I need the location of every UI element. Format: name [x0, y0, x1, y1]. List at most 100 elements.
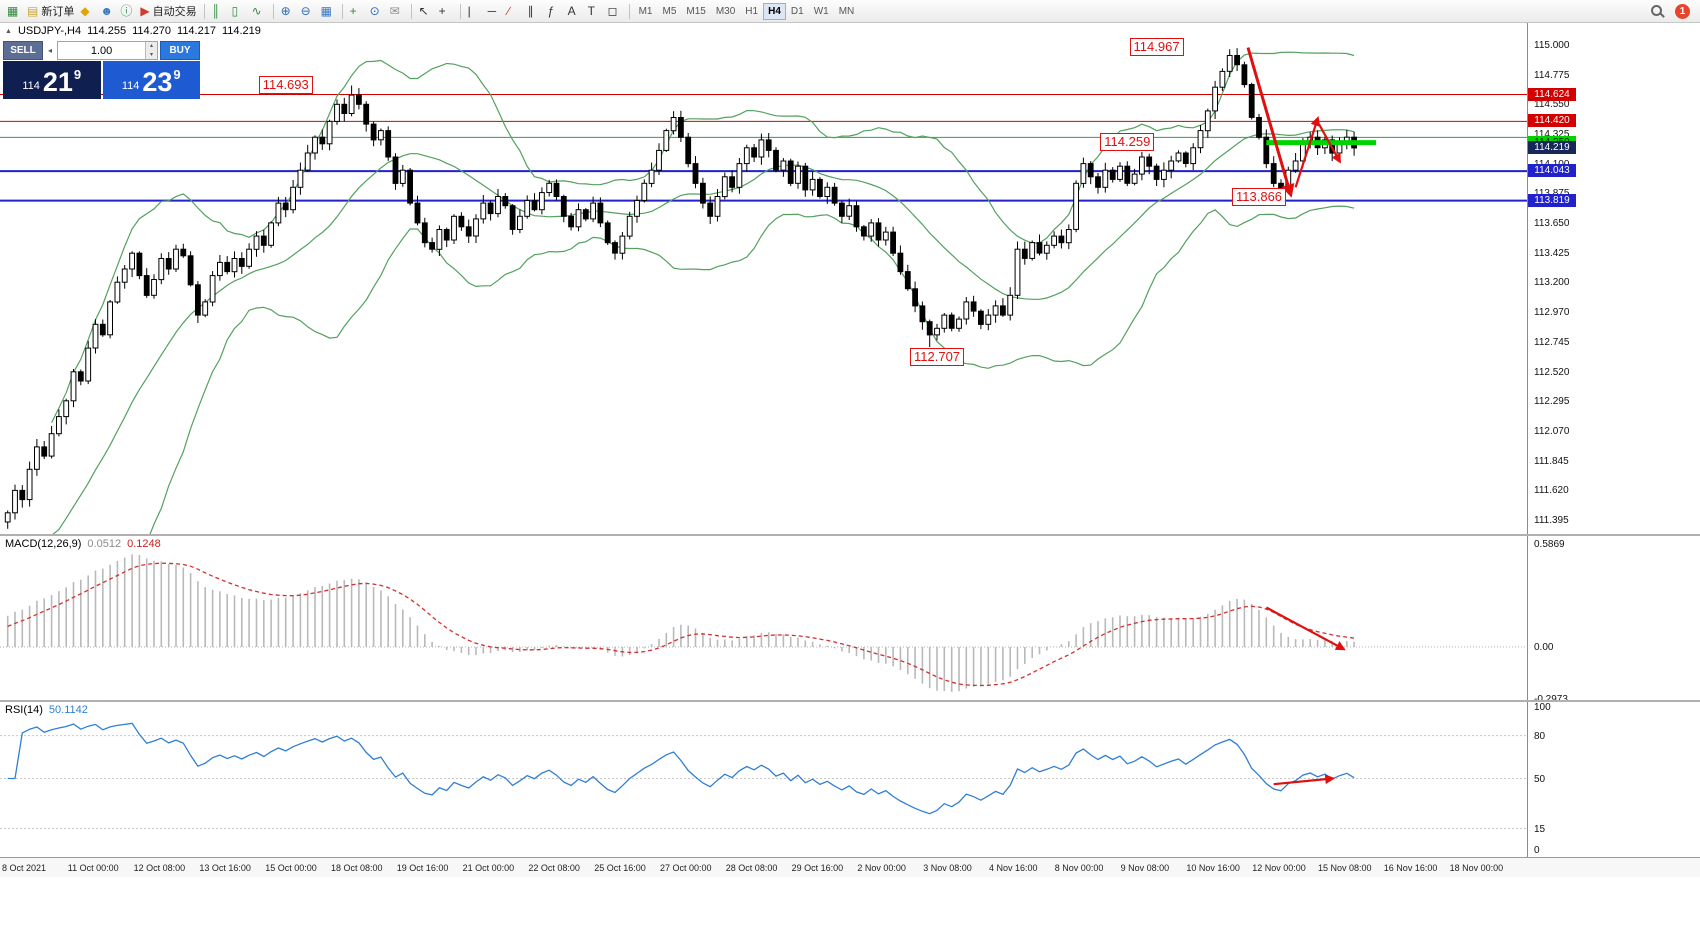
toolbar-separator: [459, 3, 461, 19]
time-label: 12 Nov 00:00: [1252, 863, 1306, 873]
timeframe-m5-button[interactable]: M5: [657, 3, 681, 20]
spinner-down-icon[interactable]: ▾: [146, 50, 157, 59]
timeframe-d1-button[interactable]: D1: [786, 3, 809, 20]
price-tick: 113.200: [1534, 277, 1570, 289]
volume-spinner[interactable]: ▴ ▾: [145, 42, 157, 59]
price-tick: 113.425: [1534, 247, 1570, 259]
indicators-button[interactable]: +: [347, 2, 367, 21]
price-annotation[interactable]: 114.693: [258, 75, 313, 94]
sell-button[interactable]: SELL: [3, 41, 43, 60]
search-button[interactable]: [1647, 2, 1667, 21]
trend-arrow[interactable]: [1294, 115, 1321, 188]
label-button[interactable]: T: [585, 2, 605, 21]
rsi-scale[interactable]: 100 80 50 15 0: [1527, 702, 1700, 857]
algo-trading-button[interactable]: ▶ 自动交易: [137, 2, 199, 21]
ohlc-close: 114.219: [221, 25, 261, 37]
cursor-button[interactable]: ↖: [416, 2, 436, 21]
bid-pip-fraction: 9: [73, 67, 82, 82]
time-axis[interactable]: 8 Oct 2021 11 Oct 00:00 12 Oct 08:00 13 Oct…: [0, 857, 1700, 877]
trend-arrow[interactable]: [1265, 606, 1346, 651]
price-scale[interactable]: 115.000 114.775 114.550 114.325 114.100 113.8…: [1527, 23, 1700, 534]
cursor-icon: ↖: [418, 4, 429, 18]
bar-chart-icon: ║: [211, 4, 221, 18]
help-info-button[interactable]: ⓘ: [117, 2, 137, 21]
time-label: 27 Oct 00:00: [660, 863, 712, 873]
bid-big-figure: 21: [42, 67, 73, 98]
channel-button[interactable]: ∥: [525, 2, 545, 21]
community-button[interactable]: ☻: [97, 2, 117, 21]
vertical-line-button[interactable]: |: [465, 2, 485, 21]
ask-price-panel[interactable]: 114 23 9: [102, 61, 200, 99]
new-order-button[interactable]: ▤ 新订单: [24, 2, 77, 21]
price-tick: 112.295: [1534, 396, 1570, 408]
ohlc-low: 114.217: [177, 25, 216, 37]
new-chart-button[interactable]: ▦: [4, 2, 24, 21]
shapes-icon: ◻: [607, 4, 618, 18]
timeframe-h4-button[interactable]: H4: [763, 2, 786, 20]
price-annotation[interactable]: 114.967: [1129, 37, 1184, 56]
trend-arrow[interactable]: [1273, 774, 1336, 786]
price-annotation[interactable]: 114.259: [1100, 132, 1155, 151]
text-button[interactable]: A: [565, 2, 585, 21]
bid-prefix: 114: [22, 80, 40, 92]
rsi-name: RSI(14): [5, 704, 43, 716]
zoom-in-button[interactable]: ⊕: [278, 2, 298, 21]
timeframe-m1-button[interactable]: M1: [634, 3, 658, 20]
horizontal-line-button[interactable]: ─: [485, 2, 505, 21]
time-label: 8 Oct 2021: [2, 863, 47, 873]
main-chart-canvas[interactable]: [0, 23, 1528, 534]
macd-canvas[interactable]: [0, 536, 1528, 700]
price-tick: 111.620: [1534, 485, 1569, 497]
time-label: 2 Nov 00:00: [857, 863, 906, 873]
time-label: 21 Oct 00:00: [462, 863, 515, 873]
tile-windows-button[interactable]: ▦: [318, 2, 338, 21]
macd-scale[interactable]: 0.5869 0.00 -0.2973: [1527, 536, 1700, 705]
cycles-button[interactable]: ⊙: [367, 2, 387, 21]
crosshair-icon: +: [438, 4, 446, 18]
toolbar-separator: [272, 3, 274, 19]
candlestick-chart-button[interactable]: ▯: [229, 2, 249, 21]
price-line-badge: 114.624: [1528, 87, 1576, 101]
spinner-up-icon[interactable]: ▴: [146, 42, 157, 51]
trend-arrow[interactable]: [1246, 47, 1295, 198]
trend-arrow[interactable]: [1318, 123, 1341, 164]
collapse-arrow-icon[interactable]: ◂: [47, 46, 52, 55]
notifications-badge[interactable]: 1: [1675, 3, 1690, 19]
timeframe-m15-button[interactable]: M15: [681, 3, 710, 20]
crosshair-button[interactable]: +: [436, 2, 456, 21]
new-order-button-label: 新订单: [41, 6, 75, 18]
buy-button[interactable]: BUY: [160, 41, 200, 60]
timeframe-mn-button[interactable]: MN: [834, 3, 860, 20]
line-chart-icon: ∿: [251, 4, 262, 18]
trendline-button[interactable]: ∕: [505, 2, 525, 21]
rsi-line: [7, 722, 1355, 815]
chart-ohlc-title: ▲ USDJPY-,H4 114.255 114.270 114.217 114…: [5, 25, 261, 37]
volume-input[interactable]: [58, 42, 146, 59]
macd-panel: MACD(12,26,9) 0.0512 0.1248 0.5869 0.00 -0…: [0, 534, 1700, 705]
rsi-value: 50.1142: [48, 704, 88, 716]
zoom-in-icon: ⊕: [280, 4, 291, 18]
timeframe-w1-button[interactable]: W1: [809, 3, 834, 20]
price-tick: 112.970: [1534, 307, 1570, 319]
time-label: 13 Oct 16:00: [199, 863, 251, 873]
chart-window: ▲ USDJPY-,H4 114.255 114.270 114.217 114…: [0, 23, 1700, 949]
zoom-out-button[interactable]: ⊖: [298, 2, 318, 21]
bid-price-panel[interactable]: 114 21 9: [3, 61, 101, 99]
timeframe-m30-button[interactable]: M30: [711, 3, 740, 20]
shapes-button[interactable]: ◻: [605, 2, 625, 21]
line-chart-button[interactable]: ∿: [249, 2, 269, 21]
time-label: 25 Oct 16:00: [594, 863, 646, 873]
candlestick-chart-icon: ▯: [231, 4, 239, 18]
price-annotation[interactable]: 113.866: [1232, 187, 1287, 206]
deposit-button[interactable]: ◆: [77, 2, 97, 21]
text-icon: A: [567, 4, 576, 18]
timeframe-h1-button[interactable]: H1: [740, 3, 763, 20]
fibonacci-button[interactable]: ƒ: [545, 2, 565, 21]
rsi-tick: 80: [1534, 730, 1546, 742]
price-annotation[interactable]: 112.707: [910, 348, 965, 367]
bar-chart-button[interactable]: ║: [209, 2, 229, 21]
envelope-button[interactable]: ✉: [387, 2, 407, 21]
search-icon: [1650, 4, 1665, 18]
rsi-canvas[interactable]: [0, 702, 1528, 857]
